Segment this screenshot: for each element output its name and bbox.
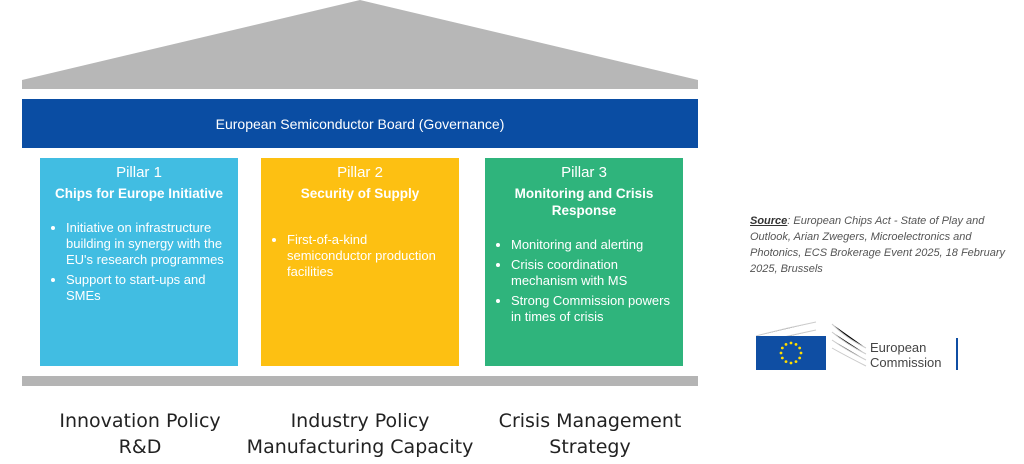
pillar-2: Pillar 2 Security of Supply First-of-a-k…: [261, 158, 459, 366]
bullet: First-of-a-kind semiconductor production…: [287, 232, 449, 280]
label-line: R&D: [118, 436, 162, 458]
star: [789, 361, 793, 365]
label-line: Innovation Policy: [59, 410, 221, 432]
pillar-1: Pillar 1 Chips for Europe Initiative Ini…: [40, 158, 238, 366]
policy-label-3: Crisis Management Strategy: [485, 408, 695, 460]
source-text: : European Chips Act - State of Play and…: [750, 215, 1005, 275]
star: [798, 356, 802, 360]
pillar-title: Monitoring and Crisis Response: [514, 186, 654, 218]
label-line: Crisis Management: [498, 410, 682, 432]
star: [780, 356, 784, 360]
european-commission-logo: European Commission: [755, 318, 966, 374]
logo-text: Commission: [870, 355, 942, 370]
pillar-number: Pillar 1: [116, 164, 162, 181]
bullet: Support to start-ups and SMEs: [66, 272, 228, 304]
star: [798, 346, 802, 350]
policy-label-1: Innovation Policy R&D: [40, 408, 240, 460]
eu-flag-icon: [755, 321, 958, 370]
board-label: European Semiconductor Board (Governance…: [215, 115, 505, 132]
star: [794, 360, 798, 364]
pillar-title: Security of Supply: [300, 186, 420, 201]
bullet: Monitoring and alerting: [511, 237, 673, 253]
governance-board: European Semiconductor Board (Governance…: [22, 99, 698, 148]
policy-label-2: Industry Policy Manufacturing Capacity: [230, 408, 490, 460]
source-citation: Source: European Chips Act - State of Pl…: [750, 213, 1020, 277]
pillar-title: Chips for Europe Initiative: [54, 186, 224, 201]
label-line: Industry Policy: [290, 410, 430, 432]
roof: [22, 0, 698, 89]
star: [779, 351, 783, 355]
logo-text: European: [870, 340, 927, 355]
label-line: Manufacturing Capacity: [246, 436, 474, 458]
label-line: Strategy: [549, 436, 631, 458]
star: [789, 341, 793, 345]
foundation: [22, 376, 698, 386]
star: [780, 346, 784, 350]
bullet: Strong Commission powers in times of cri…: [511, 293, 673, 325]
bullet: Initiative on infrastructure building in…: [66, 220, 228, 268]
star: [784, 342, 788, 346]
pillar-number: Pillar 3: [561, 164, 607, 181]
star: [794, 342, 798, 346]
pillar-3: Pillar 3 Monitoring and Crisis Response …: [485, 158, 683, 366]
star: [799, 351, 803, 355]
pillar-number: Pillar 2: [337, 164, 383, 181]
star: [784, 360, 788, 364]
bullet: Crisis coordination mechanism with MS: [511, 257, 673, 289]
source-label: Source: [750, 215, 788, 227]
